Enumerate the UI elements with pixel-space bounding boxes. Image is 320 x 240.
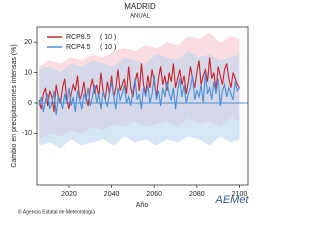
x-tick-label: 2040 [104, 191, 120, 198]
x-tick-label: 2080 [189, 191, 205, 198]
y-tick-label: 20 [24, 39, 32, 46]
x-tick-label: 2100 [232, 191, 248, 198]
y-axis-label: Cambio en precipitaciones intensas (%) [11, 44, 18, 167]
legend-count: ( 10 ) [100, 44, 116, 51]
chart: MADRID ANUAL Cambio en precipitaciones i… [11, 2, 250, 215]
series-line [38, 72, 240, 116]
plot-frame [36, 26, 249, 186]
legend-label: RCP4.5 [66, 44, 91, 51]
footer: © Agencia Estatal de Meteorología [18, 208, 95, 215]
chart-title: MADRID [124, 2, 156, 11]
logo: AEMet [214, 194, 249, 206]
series-line [38, 57, 240, 113]
x-axis-label: Año [136, 202, 149, 209]
y-tick-label: 0 [28, 100, 32, 107]
x-tick-label: 2060 [146, 191, 162, 198]
legend-count: ( 10 ) [100, 34, 116, 41]
y-tick-label: 10 [24, 69, 32, 76]
y-tick-label: -10 [22, 130, 32, 137]
chart-subtitle: ANUAL [130, 14, 151, 20]
legend-label: RCP8.5 [66, 34, 91, 41]
x-tick-label: 2020 [61, 191, 77, 198]
